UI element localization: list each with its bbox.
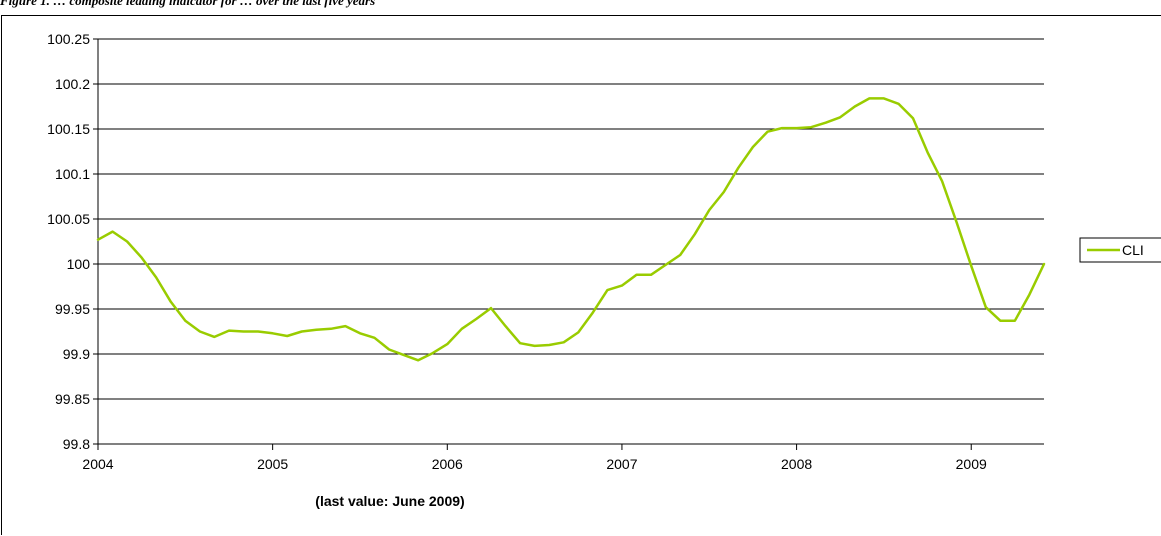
x-tick-label: 2007 — [606, 456, 637, 472]
y-tick-label: 100.1 — [55, 166, 90, 182]
x-tick-label: 2004 — [82, 456, 113, 472]
x-axis-label: (last value: June 2009) — [315, 493, 464, 509]
grid-lines — [98, 38, 1044, 445]
chart-area: 99.8 99.85 99.9 99.95 100 100.05 100.1 100.15 10… — [1, 15, 1161, 535]
x-tick-label: 2008 — [781, 456, 812, 472]
y-tick-label: 99.8 — [63, 436, 90, 452]
y-tick-label: 99.95 — [55, 301, 90, 317]
y-tick-label: 100 — [67, 256, 91, 272]
legend-label-cli: CLI — [1122, 242, 1144, 258]
line-chart: 99.8 99.85 99.9 99.95 100 100.05 100.1 100.15 10… — [47, 31, 1161, 509]
y-tick-label: 100.15 — [47, 121, 90, 137]
y-tick-label: 100.2 — [55, 76, 90, 92]
series-line-cli — [96, 97, 1046, 362]
chart-caption: Figure 1. … composite leading indicator … — [0, 0, 376, 8]
x-tick-label: 2009 — [956, 456, 987, 472]
y-tick-label: 99.85 — [55, 391, 90, 407]
legend: CLI — [1079, 237, 1161, 263]
x-tick-label: 2006 — [432, 456, 463, 472]
axes — [93, 38, 1044, 450]
x-tick-label: 2005 — [257, 456, 288, 472]
y-tick-label: 100.25 — [47, 31, 90, 47]
y-tick-label: 100.05 — [47, 211, 90, 227]
series-layer — [96, 97, 1046, 362]
y-tick-label: 99.9 — [63, 346, 90, 362]
x-tick-labels: 2004 2005 2006 2007 2008 2009 — [82, 456, 987, 472]
y-tick-labels: 99.8 99.85 99.9 99.95 100 100.05 100.1 100.15 10… — [47, 31, 90, 452]
